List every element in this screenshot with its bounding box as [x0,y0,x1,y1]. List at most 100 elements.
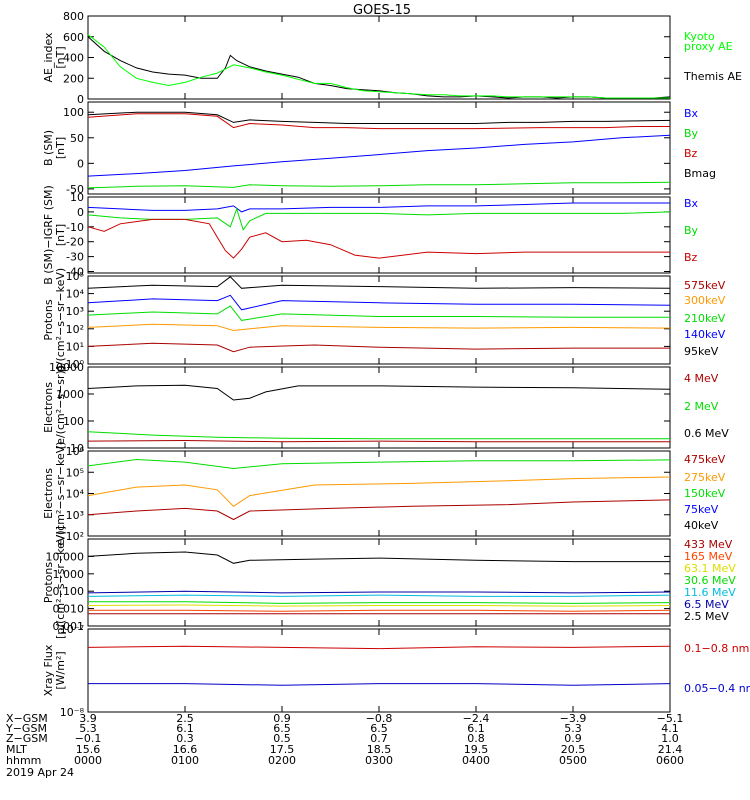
y-tick-label: 0.010 [53,603,85,616]
panel-frame [87,101,671,195]
footer-value: 0.7 [370,732,388,745]
y-tick-label: -10 [66,221,84,234]
footer-value: 0.9 [564,732,582,745]
legend-entry: 275keV [684,471,726,484]
footer-value: 0600 [656,754,684,767]
y-tick-label: 400 [63,52,84,65]
series-line-1 [87,113,670,130]
footer-value: −0.8 [366,712,393,725]
legend-entry: 165 MeV [684,550,733,563]
legend-entry: Kyoto [684,30,715,43]
legend-entry: Bx [684,107,699,120]
footer-value: 18.5 [367,743,392,756]
series-line-1 [88,683,671,686]
panel-frame [87,628,671,713]
legend-entry: 2 MeV [684,400,719,413]
panel-xray: 10⁻⁸ 10⁻⁷ Xray Flux [W/m²] 0.1−0.8 nm 0.05−0.… [42,623,750,719]
series-line-0 [87,458,671,470]
y-axis-unit: [nT] [54,46,67,68]
y-tick-label: 0 [77,93,84,106]
footer-value: 0000 [74,754,102,767]
legend-entry: Bx [684,197,699,210]
legend-entry: 0.6 MeV [684,427,729,440]
y-axis-label: Protons [42,299,55,340]
legend-entry: 433 MeV [684,538,733,551]
y-axis-unit: e/(cm²−s−sr−keV) [54,441,67,545]
footer-value: −3.9 [560,712,587,725]
series-line-3 [87,181,671,189]
series-line-0 [87,384,671,401]
y-axis-label: Xray Flux [42,644,55,696]
y-tick-label: 10.000 [46,550,85,563]
panel-frame [87,275,671,365]
footer-value: 0200 [268,754,296,767]
series-line-2 [87,594,671,597]
footer-value: 6.1 [467,722,485,735]
series-line-0 [87,276,671,289]
legend-entry: 2.5 MeV [684,610,729,623]
y-tick-label: 50 [70,132,84,145]
legend-entry: 150keV [684,487,726,500]
footer-value: 21.4 [658,743,683,756]
panel-frame [87,450,671,537]
footer-value: 0500 [559,754,587,767]
footer-value: 6.5 [370,722,388,735]
series-line-4 [87,604,671,607]
footer-value: 3.9 [79,712,97,725]
footer-value: −2.4 [463,712,490,725]
y-axis-unit: [nT] [54,137,67,159]
series-line-1 [87,294,671,311]
series-line-1 [87,476,671,507]
series-line-0 [87,202,670,213]
series-line-2 [87,439,670,443]
legend-entry: 95keV [684,345,719,358]
plot-title: GOES-15 [353,3,411,18]
footer-value: −5.1 [657,712,684,725]
y-tick-label: 0.100 [53,585,85,598]
legend-entry: 140keV [684,328,726,341]
legend-entry: Bz [684,147,698,160]
y-tick-label: 1.000 [53,568,85,581]
legend-entry: By [684,224,699,237]
series-line-0 [87,111,671,124]
footer-value: 6.5 [273,722,291,735]
footer-value: 0.8 [467,732,485,745]
y-tick-label: -50 [66,183,84,196]
y-tick-label: 10⁻⁸ [60,706,85,719]
y-tick-label: 10⁵ [66,270,84,283]
y-tick-label: 10² [66,530,84,543]
y-tick-label: -20 [66,236,84,249]
legend-entry: 0.1−0.8 nm [684,642,749,655]
y-tick-label: 600 [63,31,84,44]
legend-entry: 4 MeV [684,372,719,385]
y-tick-label: 200 [63,72,84,85]
legend-entry: 300keV [684,294,726,307]
footer-value: 1.0 [661,732,679,745]
panel-frame [87,196,671,274]
y-tick-label: 100 [63,415,84,428]
y-tick-label: -40 [66,266,84,279]
y-tick-label: 0 [77,157,84,170]
ephemeris-footer: X−GSMY−GSMZ−GSMMLThhmm3.95.3−0.115.60000… [5,712,684,767]
series-line-0 [87,551,670,564]
legend-entry: 40keV [684,519,719,532]
y-tick-label: 10⁴ [66,288,85,301]
series-line-4 [87,342,670,353]
y-tick-label: 10² [66,323,84,336]
legend-entry: 6.5 MeV [684,598,729,611]
series-line-2 [87,218,670,259]
y-axis-unit: [p/(cm²−s−sr−keV)] [54,526,67,639]
legend-entry: 63.1 MeV [684,562,736,575]
legend-entry: Bmag [684,167,716,180]
y-axis-label: Protons [42,562,55,603]
y-axis-unit: p/(cm²−s−sr−keV) [54,268,67,372]
panel-frame [87,15,671,100]
footer-row-label: Z−GSM [6,732,48,745]
series-line-2 [87,305,670,321]
series-line-2 [87,499,671,521]
y-tick-label: 10⁴ [66,488,85,501]
footer-value: 0.5 [273,732,291,745]
y-tick-label: 10¹ [66,340,84,353]
